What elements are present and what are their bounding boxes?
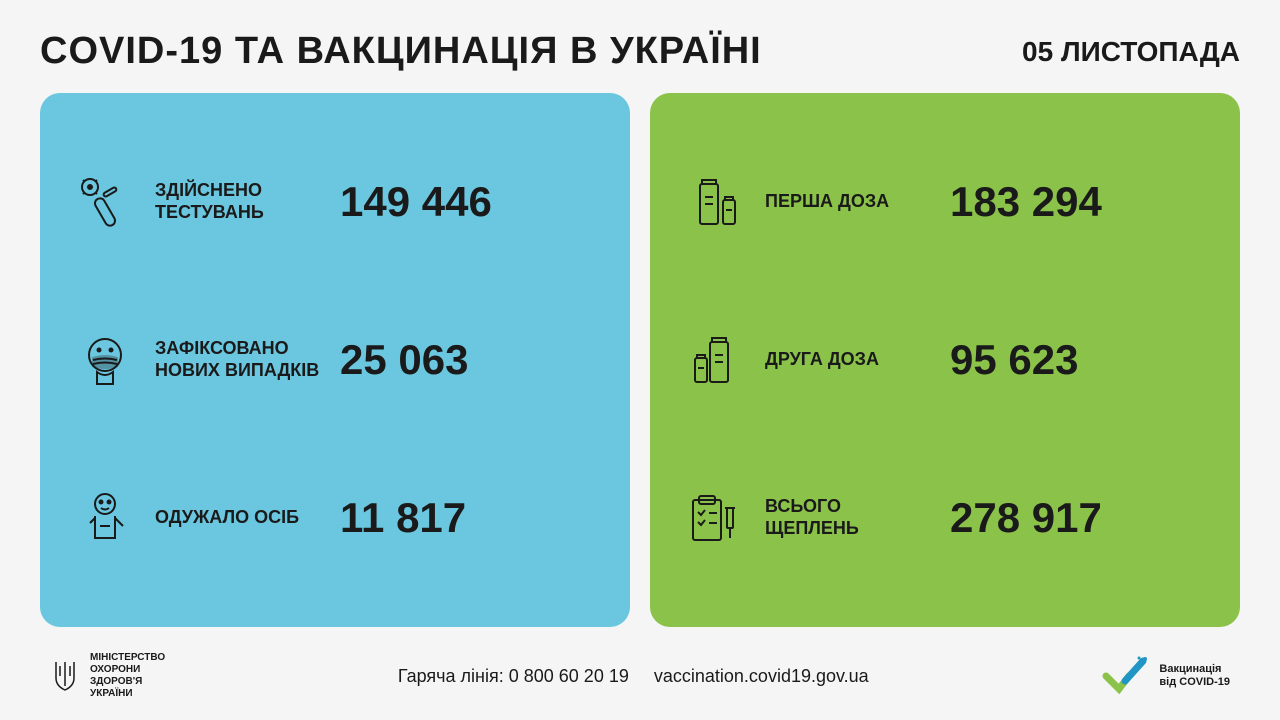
- vials-icon: [680, 325, 750, 395]
- trident-icon: [50, 658, 80, 694]
- vaccination-text: Вакцинація від COVID-19: [1159, 663, 1230, 689]
- header: COVID-19 ТА ВАКЦИНАЦІЯ В УКРАЇНІ 05 ЛИСТ…: [40, 30, 1240, 73]
- stat-value: 95 623: [950, 336, 1078, 384]
- date-label: 05 ЛИСТОПАДА: [1022, 36, 1240, 68]
- clipboard-icon: [680, 483, 750, 553]
- stat-row: ЗДІЙСНЕНО ТЕСТУВАНЬ 149 446: [70, 167, 600, 237]
- ministry-logo: МІНІСТЕРСТВО ОХОРОНИ ЗДОРОВ'Я УКРАЇНИ: [50, 652, 165, 700]
- stat-label: ДРУГА ДОЗА: [765, 349, 935, 371]
- checkmark-icon: [1101, 656, 1151, 696]
- mask-face-icon: [70, 325, 140, 395]
- stat-label: ВСЬОГО ЩЕПЛЕНЬ: [765, 496, 935, 539]
- page-title: COVID-19 ТА ВАКЦИНАЦІЯ В УКРАЇНІ: [40, 30, 762, 73]
- stat-value: 11 817: [340, 494, 466, 542]
- vaccination-panel: ПЕРША ДОЗА 183 294 ДРУГА ДОЗА 95 623: [650, 93, 1240, 627]
- covid-panel: ЗДІЙСНЕНО ТЕСТУВАНЬ 149 446 ЗАФІКСОВАНО …: [40, 93, 630, 627]
- footer: МІНІСТЕРСТВО ОХОРОНИ ЗДОРОВ'Я УКРАЇНИ Га…: [40, 652, 1240, 700]
- stat-label: ОДУЖАЛО ОСІБ: [155, 507, 325, 529]
- vials-icon: [680, 167, 750, 237]
- stat-row: ДРУГА ДОЗА 95 623: [680, 325, 1210, 395]
- stat-row: ЗАФІКСОВАНО НОВИХ ВИПАДКІВ 25 063: [70, 325, 600, 395]
- stat-row: ОДУЖАЛО ОСІБ 11 817: [70, 483, 600, 553]
- stat-label: ПЕРША ДОЗА: [765, 191, 935, 213]
- stat-row: ПЕРША ДОЗА 183 294: [680, 167, 1210, 237]
- hotline: Гаряча лінія: 0 800 60 20 19 vaccination…: [398, 666, 869, 687]
- test-tube-icon: [70, 167, 140, 237]
- ministry-text: МІНІСТЕРСТВО ОХОРОНИ ЗДОРОВ'Я УКРАЇНИ: [90, 652, 165, 700]
- stat-row: ВСЬОГО ЩЕПЛЕНЬ 278 917: [680, 483, 1210, 553]
- vaccination-logo: Вакцинація від COVID-19: [1101, 656, 1230, 696]
- stat-label: ЗАФІКСОВАНО НОВИХ ВИПАДКІВ: [155, 338, 325, 381]
- stat-value: 278 917: [950, 494, 1102, 542]
- stat-label: ЗДІЙСНЕНО ТЕСТУВАНЬ: [155, 180, 325, 223]
- panels-container: ЗДІЙСНЕНО ТЕСТУВАНЬ 149 446 ЗАФІКСОВАНО …: [40, 93, 1240, 627]
- stat-value: 149 446: [340, 178, 492, 226]
- stat-value: 183 294: [950, 178, 1102, 226]
- recovered-icon: [70, 483, 140, 553]
- stat-value: 25 063: [340, 336, 468, 384]
